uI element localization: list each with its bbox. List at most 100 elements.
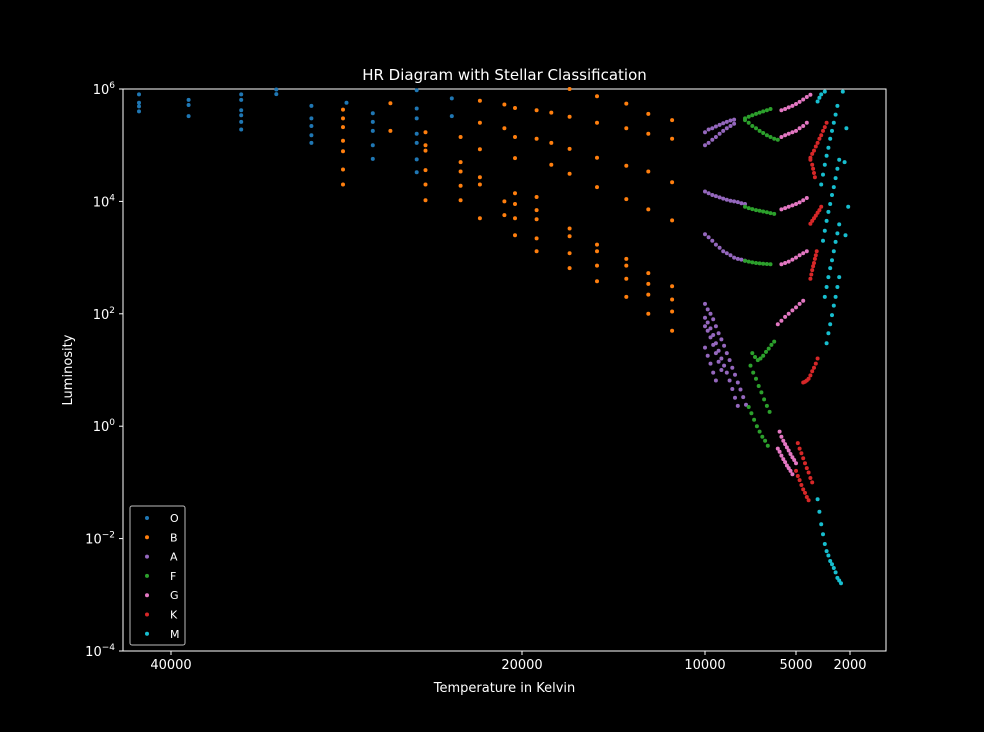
data-point: [738, 387, 743, 392]
data-point: [341, 149, 345, 154]
data-point: [801, 97, 806, 102]
data-point: [646, 292, 651, 297]
data-point: [595, 94, 599, 99]
data-point: [414, 88, 419, 93]
data-point: [274, 92, 279, 97]
x-tick-label: 2000: [833, 658, 866, 673]
data-point: [808, 476, 813, 480]
data-point: [646, 207, 651, 212]
data-point: [783, 133, 788, 138]
data-point: [414, 157, 419, 162]
data-point: [779, 453, 784, 458]
data-point: [624, 263, 629, 268]
legend-frame: [129, 505, 186, 646]
data-point: [646, 169, 651, 174]
data-point: [239, 113, 244, 118]
data-point: [811, 166, 816, 171]
data-point: [828, 559, 833, 563]
data-point: [721, 249, 726, 254]
data-point: [703, 130, 707, 135]
data-point: [595, 279, 599, 284]
data-point: [804, 495, 809, 499]
data-point: [724, 351, 729, 356]
data-point: [721, 128, 726, 133]
points-layer: [137, 87, 851, 586]
data-point: [842, 160, 847, 165]
data-point: [801, 198, 806, 203]
data-point: [788, 468, 793, 473]
data-point: [779, 108, 784, 113]
data-point: [743, 118, 747, 123]
data-point: [819, 92, 824, 97]
data-point: [341, 182, 345, 187]
data-point: [567, 171, 572, 176]
y-axis-ticks: 10−4 10−2 100 102 104 106: [85, 81, 123, 660]
data-point: [775, 446, 780, 451]
data-point: [414, 106, 419, 111]
data-point: [833, 176, 838, 181]
data-point: [341, 138, 345, 143]
data-point: [813, 213, 818, 218]
data-point: [477, 98, 482, 103]
legend-marker: [145, 573, 149, 578]
data-point: [624, 256, 629, 261]
data-point: [797, 126, 802, 131]
data-point: [815, 140, 820, 145]
data-point: [670, 118, 675, 123]
data-point: [502, 126, 507, 131]
y-axis-label: Luminosity: [61, 334, 76, 405]
data-point: [477, 216, 482, 221]
data-point: [388, 128, 393, 133]
data-point: [810, 151, 815, 156]
data-point: [717, 131, 722, 136]
data-point: [833, 294, 838, 299]
data-point: [754, 376, 758, 381]
data-point: [830, 258, 834, 263]
data-point: [724, 197, 729, 202]
data-point: [186, 103, 191, 107]
data-point: [806, 498, 811, 503]
data-point: [341, 116, 345, 121]
data-point: [274, 87, 279, 92]
data-point: [831, 120, 836, 125]
data-point: [779, 207, 784, 212]
data-point: [826, 553, 831, 558]
plot-area: [122, 87, 887, 652]
data-point: [761, 261, 766, 266]
data-point: [808, 92, 813, 97]
data-point: [595, 185, 599, 190]
data-point: [821, 172, 825, 177]
data-point: [772, 211, 777, 216]
data-point: [534, 136, 539, 141]
data-point: [795, 441, 800, 446]
data-point: [728, 118, 733, 123]
data-point: [739, 201, 744, 206]
data-point: [804, 196, 809, 200]
data-point: [711, 317, 716, 322]
data-point: [567, 266, 572, 271]
data-point: [772, 136, 777, 141]
data-point: [757, 128, 762, 133]
legend-label: A: [170, 551, 178, 564]
data-point: [794, 461, 798, 466]
data-point: [750, 351, 755, 356]
data-point: [828, 322, 833, 327]
data-point: [732, 117, 737, 122]
legend-marker: [145, 516, 149, 520]
data-point: [779, 434, 784, 439]
data-point: [732, 199, 737, 204]
data-point: [388, 101, 393, 106]
data-point: [706, 140, 711, 145]
data-point: [822, 294, 827, 299]
data-point: [735, 403, 740, 408]
data-point: [828, 266, 833, 271]
data-point: [703, 345, 707, 350]
data-point: [813, 253, 818, 258]
data-point: [458, 183, 463, 188]
data-point: [502, 102, 507, 107]
data-point: [706, 127, 711, 132]
data-point: [549, 162, 554, 167]
data-point: [534, 249, 539, 254]
data-point: [765, 443, 770, 448]
